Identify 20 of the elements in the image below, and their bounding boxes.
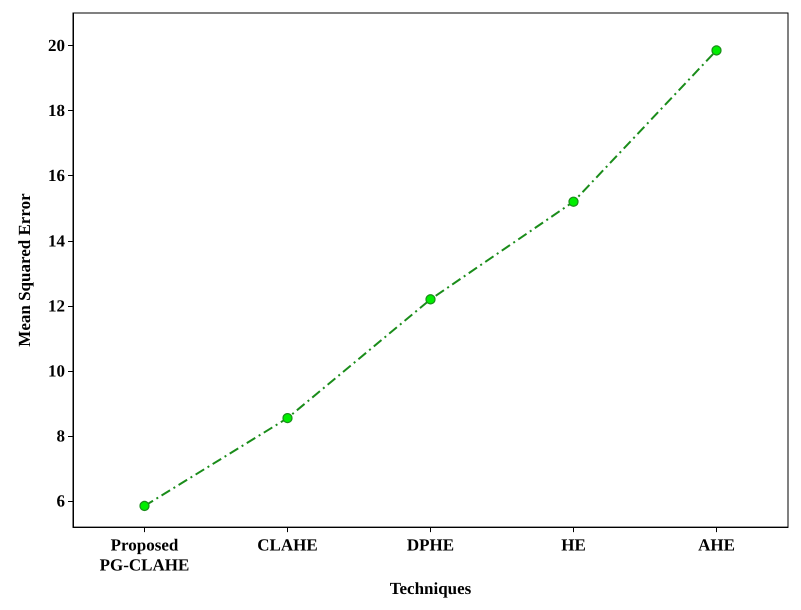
y-axis-title: Mean Squared Error (15, 192, 34, 347)
point (568, 196, 579, 207)
point (282, 413, 293, 424)
x-tick-label: HE (561, 536, 586, 555)
y-tick-label: 6 (56, 492, 65, 511)
y-tick-label: 14 (48, 231, 66, 250)
point (139, 500, 150, 512)
x-tick-label: AHE (698, 536, 735, 555)
point (425, 294, 436, 304)
x-tick-label: CLAHE (257, 536, 318, 555)
x-tick-label: DPHE (406, 536, 454, 555)
y-tick-label: 16 (48, 166, 65, 186)
x-tick-label: Proposed PG-CLAHE (100, 536, 190, 575)
y-tick-label: 8 (56, 426, 65, 446)
y-tick-label: 12 (48, 296, 65, 316)
y-tick-label: 10 (48, 361, 65, 380)
point (711, 45, 722, 56)
y-tick-label: 18 (48, 101, 65, 120)
y-tick-label: 20 (48, 36, 65, 56)
x-axis-title: Techniques (390, 579, 472, 598)
